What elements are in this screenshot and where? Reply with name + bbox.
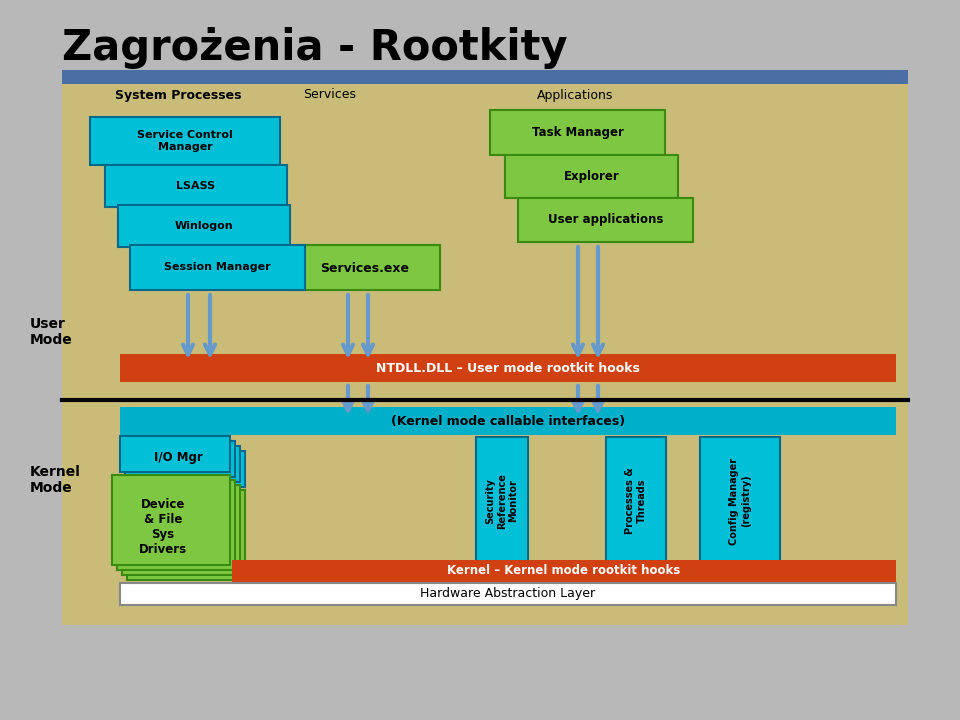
Text: Service Control
Manager: Service Control Manager	[137, 130, 233, 152]
Bar	[122, 485, 240, 575]
Text: Kernel – Kernel mode rootkit hooks: Kernel – Kernel mode rootkit hooks	[447, 564, 681, 577]
Text: Security
Reference
Monitor: Security Reference Monitor	[486, 473, 518, 529]
Text: Services.exe: Services.exe	[321, 261, 410, 274]
Bar	[518, 198, 693, 242]
Text: Task Manager: Task Manager	[532, 126, 623, 139]
Bar	[120, 583, 896, 605]
Bar	[130, 446, 240, 482]
Text: NTDLL.DLL – User mode rootkit hooks: NTDLL.DLL – User mode rootkit hooks	[376, 361, 640, 374]
Text: User
Mode: User Mode	[30, 317, 73, 347]
Bar	[120, 436, 230, 472]
Text: I/O Mgr: I/O Mgr	[154, 451, 203, 464]
Bar	[232, 560, 896, 582]
Bar	[118, 205, 290, 247]
Text: System Processes: System Processes	[115, 89, 241, 102]
Text: Applications: Applications	[537, 89, 613, 102]
Bar	[135, 451, 245, 487]
Bar	[120, 354, 896, 382]
Text: Processes &
Threads: Processes & Threads	[625, 467, 647, 534]
Bar	[120, 407, 896, 435]
Text: Config Manager
(registry): Config Manager (registry)	[730, 457, 751, 544]
Text: (Kernel mode callable interfaces): (Kernel mode callable interfaces)	[391, 415, 625, 428]
Bar	[505, 155, 678, 198]
Text: Explorer: Explorer	[564, 170, 619, 183]
Bar	[112, 475, 230, 565]
Text: Zagrożenia - Rootkity: Zagrożenia - Rootkity	[62, 27, 567, 69]
Text: Winlogon: Winlogon	[175, 221, 233, 231]
Bar	[490, 110, 665, 155]
Bar	[606, 437, 666, 565]
Text: Device
& File
Sys
Drivers: Device & File Sys Drivers	[139, 498, 187, 556]
Text: Services: Services	[303, 89, 356, 102]
Text: Kernel
Mode: Kernel Mode	[30, 465, 81, 495]
Bar	[117, 480, 235, 570]
Bar	[127, 490, 245, 580]
Text: User applications: User applications	[548, 214, 663, 227]
Bar	[700, 437, 780, 565]
Bar	[125, 441, 235, 477]
Bar	[62, 70, 908, 84]
Text: LSASS: LSASS	[177, 181, 216, 191]
Bar	[105, 165, 287, 207]
Bar	[290, 245, 440, 290]
Text: Hardware Abstraction Layer: Hardware Abstraction Layer	[420, 588, 595, 600]
Text: Session Manager: Session Manager	[164, 263, 271, 272]
Bar	[130, 245, 305, 290]
Bar	[62, 70, 908, 625]
Bar	[90, 117, 280, 165]
Bar	[476, 437, 528, 565]
